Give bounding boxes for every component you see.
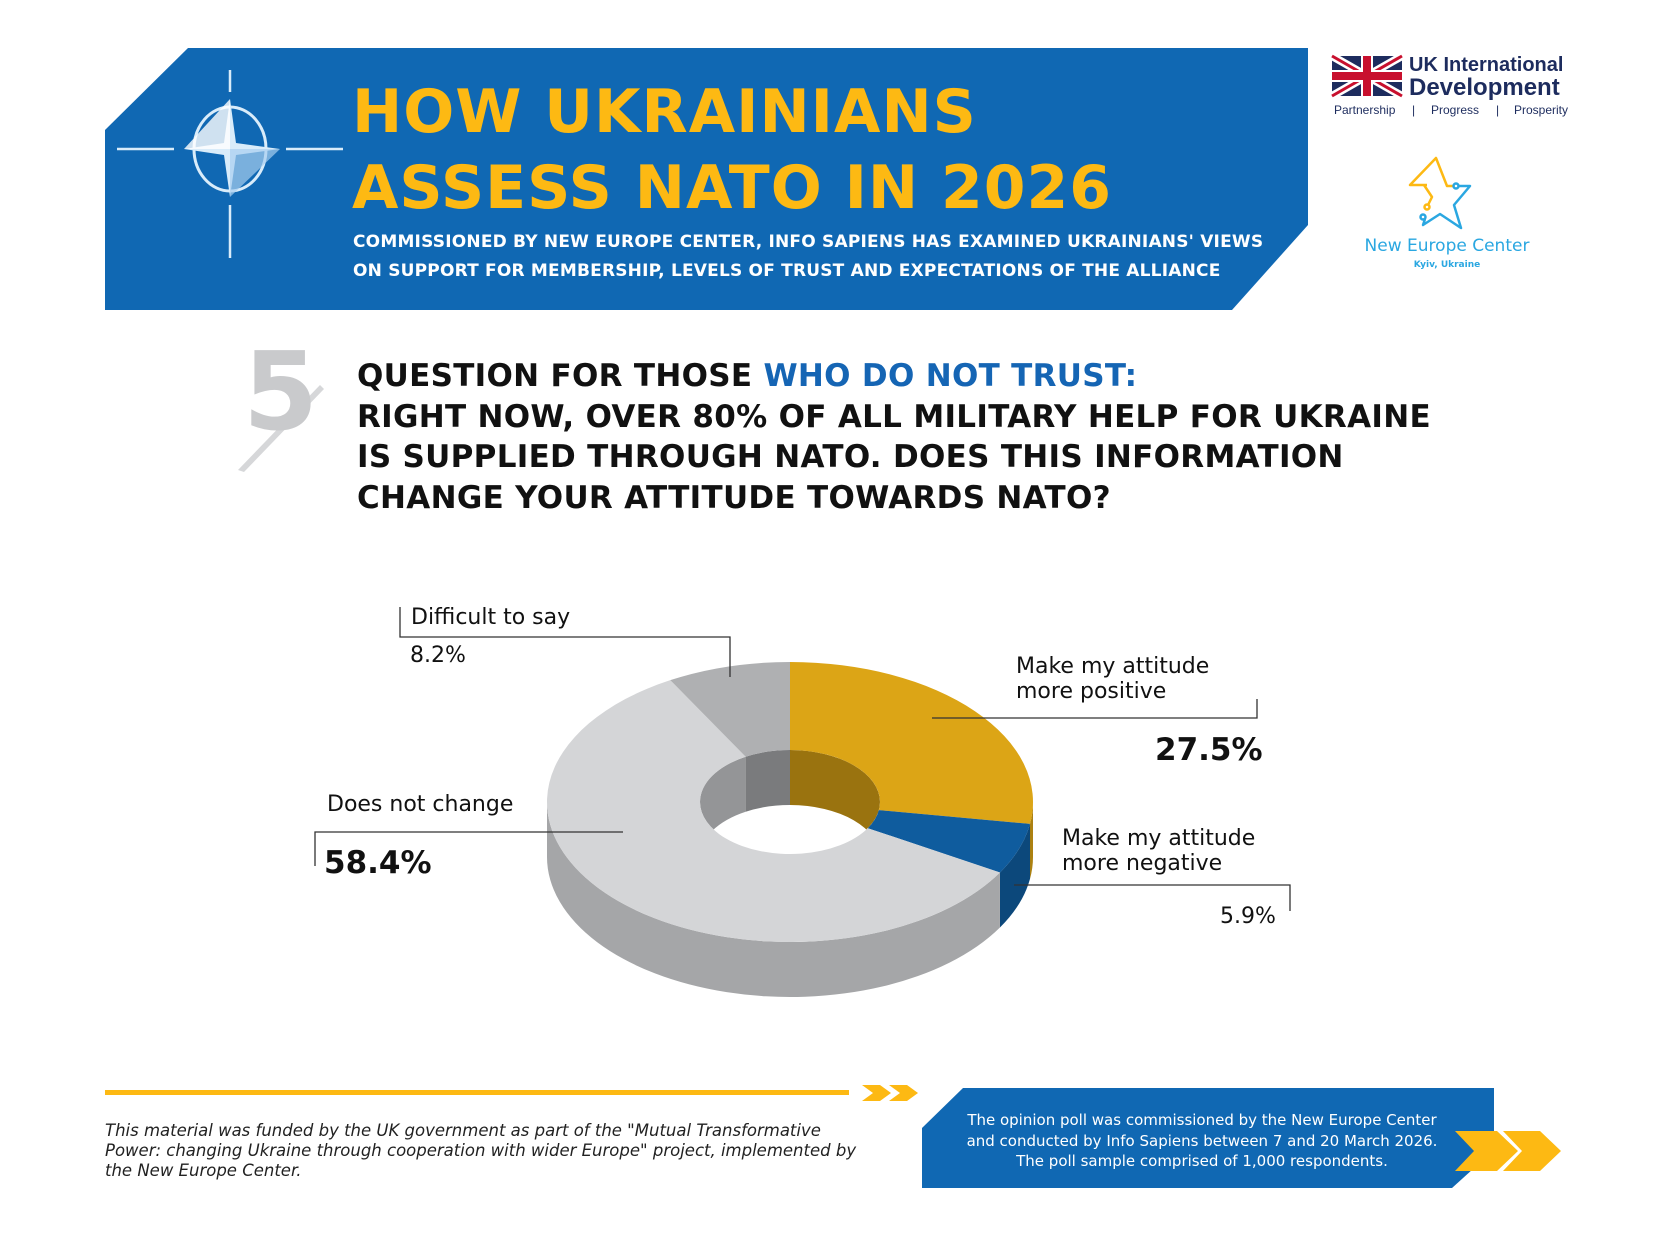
slice-label-difficult: Difficult to say — [411, 605, 571, 630]
slice-label-positive-line2: more positive — [1016, 679, 1167, 704]
page-subtitle-line1: COMMISSIONED BY NEW EUROPE CENTER, INFO … — [353, 232, 1264, 252]
circuit-star-icon — [1408, 156, 1472, 230]
poll-info-box — [922, 1088, 1494, 1188]
header-band — [105, 48, 1308, 310]
slice-label-positive-line1: Make my attitude — [1016, 654, 1210, 679]
union-jack-flag-icon — [1330, 52, 1404, 100]
donut-inner-walls — [700, 750, 880, 857]
poll-chevrons-icon — [1455, 1131, 1561, 1171]
question-line4: CHANGE YOUR ATTITUDE TOWARDS NATO? — [357, 479, 1111, 516]
page-subtitle-line2: ON SUPPORT FOR MEMBERSHIP, LEVELS OF TRU… — [353, 261, 1221, 281]
nato-compass-star-icon — [117, 70, 343, 258]
poll-info-line2: and conducted by Info Sapiens between 7 … — [966, 1131, 1438, 1150]
leader-line-no-change — [314, 831, 623, 866]
donut-top-faces — [547, 662, 1033, 942]
slice-inner-wall-make-my-attitude-more-positive-0 — [790, 750, 880, 857]
question-line2: RIGHT NOW, OVER 80% OF ALL MILITARY HELP… — [357, 398, 1431, 435]
slice-side-make-my-attitude-more-negative — [999, 823, 1031, 928]
slice-label-no-change: Does not change — [327, 792, 514, 817]
slice-side-make-my-attitude-more-positive — [1030, 802, 1033, 879]
slice-make-my-attitude-more-negative — [867, 810, 1031, 873]
slice-inner-wall-difficult-to-say-1 — [745, 750, 790, 812]
uk-tagline-sep2: | — [1496, 103, 1500, 117]
slice-label-negative-line1: Make my attitude — [1062, 826, 1256, 851]
question-highlight: WHO DO NOT TRUST: — [763, 358, 1138, 394]
question-line3: IS SUPPLIED THROUGH NATO. DOES THIS INFO… — [357, 439, 1344, 475]
leader-line-positive — [932, 699, 1258, 719]
question-number: 5 — [243, 330, 319, 455]
footer-chevrons-icon — [862, 1085, 918, 1101]
number-accent-slash — [238, 385, 324, 472]
question-line1: QUESTION FOR THOSE WHO DO NOT TRUST: — [357, 356, 1431, 397]
uk-tagline-prosperity: Prosperity — [1514, 103, 1569, 117]
uk-tagline-partnership: Partnership — [1334, 103, 1396, 117]
poll-info-line1: The opinion poll was commissioned by the… — [967, 1111, 1437, 1129]
slice-value-positive: 27.5% — [1155, 732, 1263, 768]
slice-make-my-attitude-more-positive — [790, 662, 1033, 824]
leader-line-difficult — [399, 607, 731, 677]
uk-tagline-sep1: | — [1412, 103, 1416, 117]
nec-logo-name: New Europe Center — [1364, 236, 1530, 256]
nec-logo-city: Kyiv, Ukraine — [1413, 260, 1481, 270]
question-text: QUESTION FOR THOSE WHO DO NOT TRUST: RIG… — [357, 356, 1431, 518]
slice-value-no-change: 58.4% — [324, 845, 432, 881]
poll-info-text: The opinion poll was commissioned by the… — [942, 1110, 1462, 1172]
page-title-line1: HOW UKRAINIANS — [352, 77, 977, 147]
donut-side-walls — [547, 802, 1033, 997]
footer-separator — [105, 1090, 849, 1095]
slice-side-does-not-change — [547, 802, 1000, 997]
slice-label-negative-line2: more negative — [1062, 851, 1223, 876]
uk-tagline-progress: Progress — [1431, 103, 1480, 117]
slice-difficult-to-say — [670, 662, 790, 757]
leader-line-negative — [1014, 884, 1291, 911]
page-title-line2: ASSESS NATO IN 2026 — [352, 153, 1113, 223]
slice-value-negative: 5.9% — [1220, 904, 1276, 929]
slice-does-not-change — [547, 680, 1000, 942]
slice-value-difficult: 8.2% — [410, 643, 466, 668]
uk-logo-line2: Development — [1409, 74, 1560, 101]
question-prefix: QUESTION FOR THOSE — [357, 358, 764, 394]
label-leader-lines — [314, 607, 1291, 911]
slice-inner-wall-does-not-change-1 — [700, 756, 746, 857]
uk-logo-line1: UK International — [1409, 54, 1564, 76]
funding-note: This material was funded by the UK gover… — [105, 1121, 857, 1180]
poll-info-line3: The poll sample comprised of 1,000 respo… — [1016, 1152, 1388, 1170]
